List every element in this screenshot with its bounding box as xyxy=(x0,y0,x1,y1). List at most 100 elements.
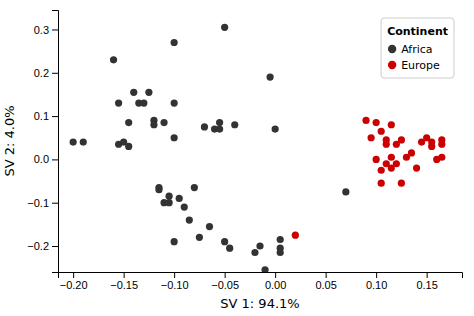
tick-mark xyxy=(52,159,58,160)
point xyxy=(378,128,385,135)
point xyxy=(206,223,213,230)
point xyxy=(171,39,178,46)
tick-label: 0.10 xyxy=(366,279,387,291)
tick-label: −0.05 xyxy=(211,279,239,291)
series xyxy=(70,24,350,272)
legend-item: Africa xyxy=(388,43,433,56)
tick: 0.00 xyxy=(265,272,286,291)
point xyxy=(155,186,162,193)
tick-mark xyxy=(275,272,276,278)
tick: 0.15 xyxy=(416,272,437,291)
point xyxy=(272,125,279,132)
tick-label: 0.15 xyxy=(416,279,437,291)
point xyxy=(181,203,188,210)
y-axis: −0.2 −0.1 0.0 0.1 0.2 0.3 xyxy=(27,11,58,273)
point xyxy=(378,167,385,174)
point xyxy=(140,100,147,107)
y-axis-title: SV 2: 4.0% xyxy=(2,105,17,176)
point xyxy=(145,89,152,96)
tick-label: 0.00 xyxy=(265,279,286,291)
point xyxy=(150,121,157,128)
point xyxy=(398,136,405,143)
point xyxy=(362,117,369,124)
tick: −0.20 xyxy=(60,272,88,291)
point xyxy=(438,136,445,143)
point xyxy=(261,266,268,272)
point xyxy=(80,138,87,145)
point xyxy=(221,238,228,245)
point xyxy=(191,184,198,191)
legend-title: Continent xyxy=(387,25,448,38)
x-axis-title: SV 1: 94.1% xyxy=(220,296,299,311)
tick-mark xyxy=(427,272,428,278)
tick-mark xyxy=(73,272,74,278)
tick: −0.1 xyxy=(27,197,58,209)
tick-mark xyxy=(52,203,58,204)
tick: −0.05 xyxy=(211,272,239,291)
point xyxy=(166,199,173,206)
point xyxy=(408,149,415,156)
tick-mark xyxy=(174,272,175,278)
point xyxy=(125,143,132,150)
tick: −0.10 xyxy=(161,272,189,291)
point xyxy=(251,249,258,256)
tick: −0.15 xyxy=(110,272,138,291)
x-axis: −0.20 −0.15 −0.10 −0.05 0.00 0.05 0.10 0.15 xyxy=(59,272,463,291)
legend-marker xyxy=(388,61,396,69)
point xyxy=(171,100,178,107)
tick-label: −0.2 xyxy=(27,240,49,252)
point xyxy=(176,195,183,202)
point xyxy=(221,24,228,31)
point xyxy=(373,119,380,126)
series xyxy=(292,117,446,239)
point xyxy=(277,236,284,243)
point xyxy=(171,238,178,245)
point xyxy=(186,216,193,223)
point xyxy=(373,156,380,163)
tick-label: 0.1 xyxy=(34,110,49,122)
plot: −0.20−0.15−0.10−0.050.000.050.100.15−0.2… xyxy=(27,11,462,291)
point xyxy=(378,180,385,187)
tick-mark xyxy=(124,272,125,278)
tick-mark xyxy=(326,272,327,278)
point xyxy=(438,154,445,161)
tick-mark xyxy=(52,246,58,247)
tick: 0.05 xyxy=(315,272,336,291)
point xyxy=(388,121,395,128)
legend-marker xyxy=(388,45,396,53)
point xyxy=(166,193,173,200)
point xyxy=(368,134,375,141)
tick-mark xyxy=(52,116,58,117)
tick-label: −0.15 xyxy=(110,279,138,291)
point xyxy=(196,234,203,241)
point xyxy=(398,180,405,187)
tick: −0.2 xyxy=(27,240,58,252)
axis-line xyxy=(59,273,463,279)
point xyxy=(171,134,178,141)
point xyxy=(292,232,299,239)
point xyxy=(413,164,420,171)
tick-mark xyxy=(376,272,377,278)
tick-label: 0.05 xyxy=(315,279,336,291)
legend: Continent Africa Europe xyxy=(381,18,454,78)
point xyxy=(160,119,167,126)
point xyxy=(383,136,390,143)
tick-label: −0.10 xyxy=(161,279,189,291)
tick: 0.3 xyxy=(34,24,58,36)
point xyxy=(388,154,395,161)
tick-label: −0.20 xyxy=(60,279,88,291)
tick-label: 0.2 xyxy=(34,67,49,79)
point xyxy=(277,249,284,256)
point xyxy=(70,138,77,145)
tick-mark xyxy=(52,29,58,30)
point xyxy=(393,160,400,167)
point xyxy=(256,242,263,249)
point xyxy=(216,125,223,132)
axis-line xyxy=(52,11,59,273)
tick-mark xyxy=(225,272,226,278)
tick-label: −0.1 xyxy=(27,197,49,209)
legend-item: Europe xyxy=(388,59,440,72)
tick-mark xyxy=(52,73,58,74)
point xyxy=(231,121,238,128)
tick: 0.0 xyxy=(34,153,58,165)
